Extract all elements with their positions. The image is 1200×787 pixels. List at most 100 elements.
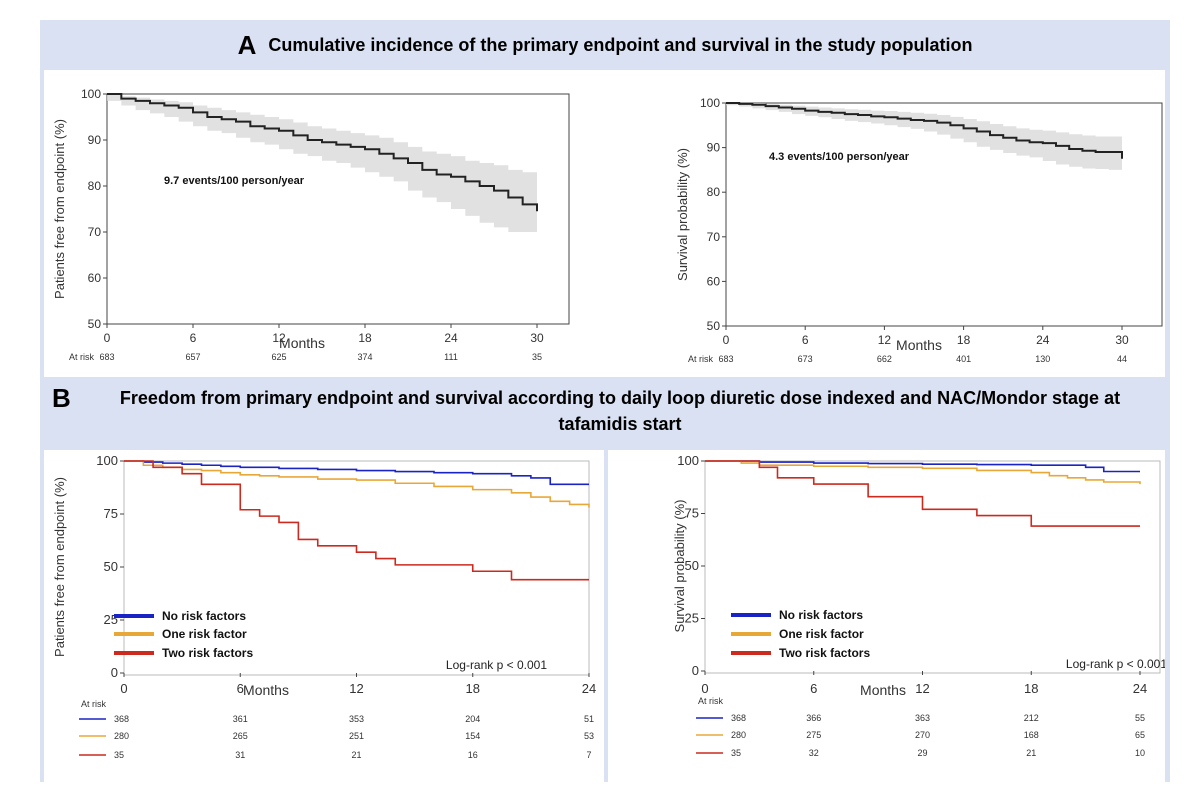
- at-risk-value: 683: [99, 352, 114, 362]
- chart-a-right: 50 60 70 80 90 100 0 6 12 18 24 30 Survival probabil…: [675, 96, 1163, 364]
- series-line-no-risk-factors: [705, 460, 1140, 473]
- at-risk-value: 280: [114, 731, 129, 741]
- x-tick-label: 0: [120, 681, 127, 696]
- at-risk-value: 29: [917, 748, 927, 758]
- at-risk-value: 65: [1135, 730, 1145, 740]
- event-rate-annotation: 4.3 events/100 person/year: [769, 151, 910, 163]
- at-risk-value: 212: [1024, 713, 1039, 723]
- section-b-title: Freedom from primary endpoint and surviv…: [119, 388, 1121, 434]
- x-tick-label: 12: [272, 331, 286, 345]
- at-risk-value: 53: [584, 731, 594, 741]
- y-tick-label: 100: [81, 87, 101, 101]
- at-risk-value: 10: [1135, 748, 1145, 758]
- legend-label: Two risk factors: [162, 646, 253, 660]
- at-risk-value: 270: [915, 730, 930, 740]
- x-tick-label: 18: [1024, 681, 1038, 696]
- y-tick-label: 100: [96, 453, 118, 468]
- x-tick-label: 6: [237, 681, 244, 696]
- at-risk-value: 21: [351, 750, 361, 760]
- y-axis-label: Patients free from endpoint (%): [52, 119, 67, 299]
- at-risk-value: 673: [798, 354, 813, 364]
- y-tick-label: 80: [88, 179, 102, 193]
- at-risk-value: 363: [915, 713, 930, 723]
- at-risk-value: 361: [233, 714, 248, 724]
- x-tick-label: 6: [802, 333, 809, 347]
- at-risk-value: 32: [809, 748, 819, 758]
- x-tick-label: 0: [701, 681, 708, 696]
- x-axis-label: Months: [243, 682, 289, 698]
- x-tick-label: 12: [349, 681, 363, 696]
- at-risk-value: 251: [349, 731, 364, 741]
- section-b-letter: B: [52, 383, 71, 413]
- plot-frame: [725, 102, 1163, 327]
- at-risk-value: 16: [468, 750, 478, 760]
- at-risk-label: At risk: [69, 352, 95, 362]
- x-tick-label: 24: [1036, 333, 1050, 347]
- plot-frame: [704, 460, 1161, 674]
- at-risk-value: 353: [349, 714, 364, 724]
- y-tick-label: 70: [707, 230, 721, 244]
- y-tick-label: 80: [707, 185, 721, 199]
- at-risk-value: 35: [731, 748, 741, 758]
- at-risk-value: 154: [465, 731, 480, 741]
- y-tick-label: 0: [692, 663, 699, 678]
- y-tick-label: 50: [707, 319, 721, 333]
- panel-b-right: 0 25 50 75 100 0 6 12 18 24 Survival probability (…: [608, 450, 1167, 782]
- y-tick-label: 90: [88, 133, 102, 147]
- series-line-two-risk-factors: [705, 460, 1140, 527]
- at-risk-value: 625: [271, 352, 286, 362]
- panel-a-left: 50 60 70 80 90 100 0 6 12 18 24 30 Patients free fro…: [44, 70, 579, 377]
- figure-container: A Cumulative incidence of the primary en…: [40, 20, 1170, 782]
- y-tick-label: 100: [700, 96, 720, 110]
- y-tick-label: 25: [685, 611, 699, 626]
- x-tick-label: 6: [810, 681, 817, 696]
- at-risk-label: At risk: [81, 699, 107, 709]
- at-risk-label: At risk: [698, 696, 724, 706]
- series-line-overall: [726, 102, 1123, 159]
- at-risk-value: 31: [235, 750, 245, 760]
- y-tick-label: 0: [111, 665, 118, 680]
- x-tick-label: 12: [915, 681, 929, 696]
- confidence-band: [107, 94, 537, 232]
- at-risk-value: 111: [444, 352, 458, 362]
- y-tick-label: 75: [104, 506, 118, 521]
- y-tick-label: 60: [707, 274, 721, 288]
- legend-label: No risk factors: [162, 609, 246, 623]
- at-risk-value: 368: [731, 713, 746, 723]
- y-axis-label: Patients free from endpoint (%): [52, 477, 67, 657]
- legend-label: One risk factor: [162, 627, 247, 641]
- y-axis-label: Survival probability (%): [675, 148, 690, 281]
- section-a-header: A Cumulative incidence of the primary en…: [40, 20, 1170, 70]
- x-axis-label: Months: [279, 335, 325, 351]
- x-tick-label: 6: [190, 331, 197, 345]
- at-risk-value: 44: [1117, 354, 1127, 364]
- x-axis-label: Months: [860, 682, 906, 698]
- x-tick-label: 18: [358, 331, 372, 345]
- at-risk-value: 35: [114, 750, 124, 760]
- panel-a-right: 50 60 70 80 90 100 0 6 12 18 24 30 Survival probabil…: [579, 70, 1165, 377]
- event-rate-annotation: 9.7 events/100 person/year: [164, 175, 305, 187]
- at-risk-value: 374: [357, 352, 372, 362]
- at-risk-value: 366: [806, 713, 821, 723]
- y-tick-label: 60: [88, 271, 102, 285]
- at-risk-value: 275: [806, 730, 821, 740]
- series-line-one-risk-factor: [124, 460, 590, 508]
- at-risk-value: 130: [1035, 354, 1050, 364]
- x-tick-label: 12: [878, 333, 892, 347]
- plot-frame: [106, 93, 570, 325]
- at-risk-value: 35: [532, 352, 542, 362]
- panel-b-left: 0 25 50 75 100 0 6 12 18 24 Patients free from end…: [44, 450, 604, 782]
- section-a-letter: A: [237, 29, 257, 60]
- chart-a-left: 50 60 70 80 90 100 0 6 12 18 24 30 Patients free fro…: [52, 87, 570, 362]
- at-risk-value: 51: [584, 714, 594, 724]
- series-line-overall: [107, 93, 538, 212]
- y-tick-label: 90: [707, 141, 721, 155]
- y-tick-label: 100: [677, 453, 699, 468]
- x-tick-label: 24: [582, 681, 596, 696]
- chart-b-right: 0 25 50 75 100 0 6 12 18 24 Survival probability (…: [672, 453, 1167, 758]
- x-tick-label: 18: [957, 333, 971, 347]
- at-risk-value: 683: [718, 354, 733, 364]
- x-tick-label: 18: [466, 681, 480, 696]
- at-risk-value: 280: [731, 730, 746, 740]
- at-risk-value: 55: [1135, 713, 1145, 723]
